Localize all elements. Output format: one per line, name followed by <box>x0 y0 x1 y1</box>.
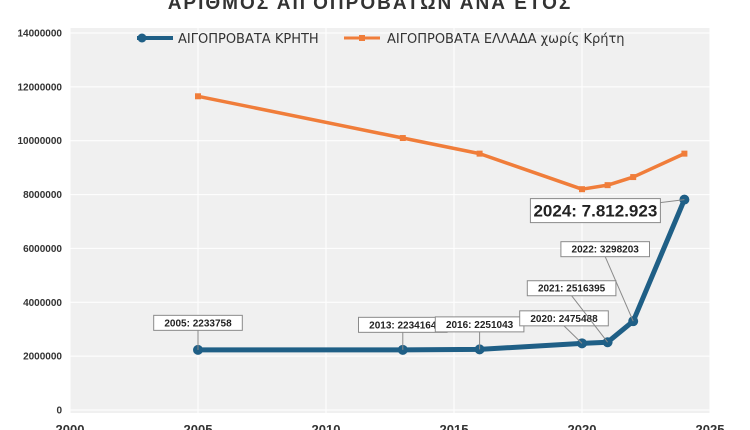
data-label-2021: 2021: 2516395 <box>526 280 617 343</box>
label-box <box>153 314 243 331</box>
y-tick-label: 12000000 <box>18 82 63 93</box>
chart-title: ΑΡΙΘΜΟΣ ΑΙΓΟΠΡΟΒΑΤΩΝ ΑΝΑ ΕΤΟΣ <box>168 0 573 14</box>
label-leader-line <box>604 256 634 322</box>
data-label-2005: 2005: 2233758 <box>153 314 243 350</box>
x-tick-label: 2010 <box>312 422 341 430</box>
y-tick-label: 2000000 <box>23 352 62 363</box>
y-tick-label: 14000000 <box>18 29 63 40</box>
data-label-2022: 2022: 3298203 <box>560 241 651 322</box>
x-tick-label: 2005 <box>184 422 213 430</box>
legend-item-crete: ΑΙΓΟΠΡΟΒΑΤΑ ΚΡΗΤΗ <box>137 32 319 47</box>
data-point-greece <box>579 186 585 193</box>
label-text: 2005: 2233758 <box>164 318 232 329</box>
y-tick-label: 0 <box>56 406 62 417</box>
label-text: 2016: 2251043 <box>446 320 514 331</box>
x-tick-label: 2000 <box>56 422 85 430</box>
data-point-greece <box>399 135 406 142</box>
label-text: 2020: 2475488 <box>530 314 598 325</box>
legend-item-greece: ΑΙΓΟΠΡΟΒΑΤΑ ΕΛΛΑΔΑ χωρίς Κρήτη <box>344 32 625 47</box>
axes: 0 2000000 4000000 6000000 8000000 10000000 120… <box>18 29 725 430</box>
legend-label: ΑΙΓΟΠΡΟΒΑΤΑ ΚΡΗΤΗ <box>178 32 319 47</box>
legend: ΑΙΓΟΠΡΟΒΑΤΑ ΚΡΗΤΗ ΑΙΓΟΠΡΟΒΑΤΑ ΕΛΛΑΔΑ χωρί… <box>137 32 625 47</box>
x-tick-label: 2025 <box>696 422 725 430</box>
x-tick-label: 2015 <box>440 422 469 430</box>
data-label-2016: 2016: 2251043 <box>434 316 525 350</box>
legend-label: ΑΙΓΟΠΡΟΒΑΤΑ ΕΛΛΑΔΑ χωρίς Κρήτη <box>387 32 625 47</box>
y-tick-label: 10000000 <box>18 136 63 147</box>
legend-swatch-marker <box>137 33 147 43</box>
label-text: 2013: 2234164 <box>369 320 437 331</box>
x-tick-label: 2020 <box>568 422 597 430</box>
y-tick-label: 4000000 <box>23 298 62 309</box>
data-point-greece <box>681 150 688 157</box>
data-point-greece <box>476 150 483 157</box>
data-label-2024: 2024: 7.812.923 <box>529 198 685 224</box>
label-leader-line <box>563 325 583 344</box>
label-text: 2021: 2516395 <box>538 284 606 295</box>
data-labels: 2005: 2233758 2013: 2234164 2016: 2251043 2… <box>153 198 685 350</box>
y-tick-label: 8000000 <box>23 190 62 201</box>
label-leader-line <box>571 295 608 343</box>
label-text: 2024: 7.812.923 <box>533 202 657 221</box>
data-point-greece <box>195 93 201 100</box>
data-point-greece <box>630 174 637 181</box>
label-box <box>529 198 661 224</box>
y-tick-label: 6000000 <box>23 244 62 255</box>
label-box <box>526 280 617 297</box>
data-point-greece <box>604 182 611 189</box>
label-text: 2022: 3298203 <box>572 245 640 256</box>
legend-swatch-marker <box>359 35 365 41</box>
label-box <box>560 241 651 258</box>
